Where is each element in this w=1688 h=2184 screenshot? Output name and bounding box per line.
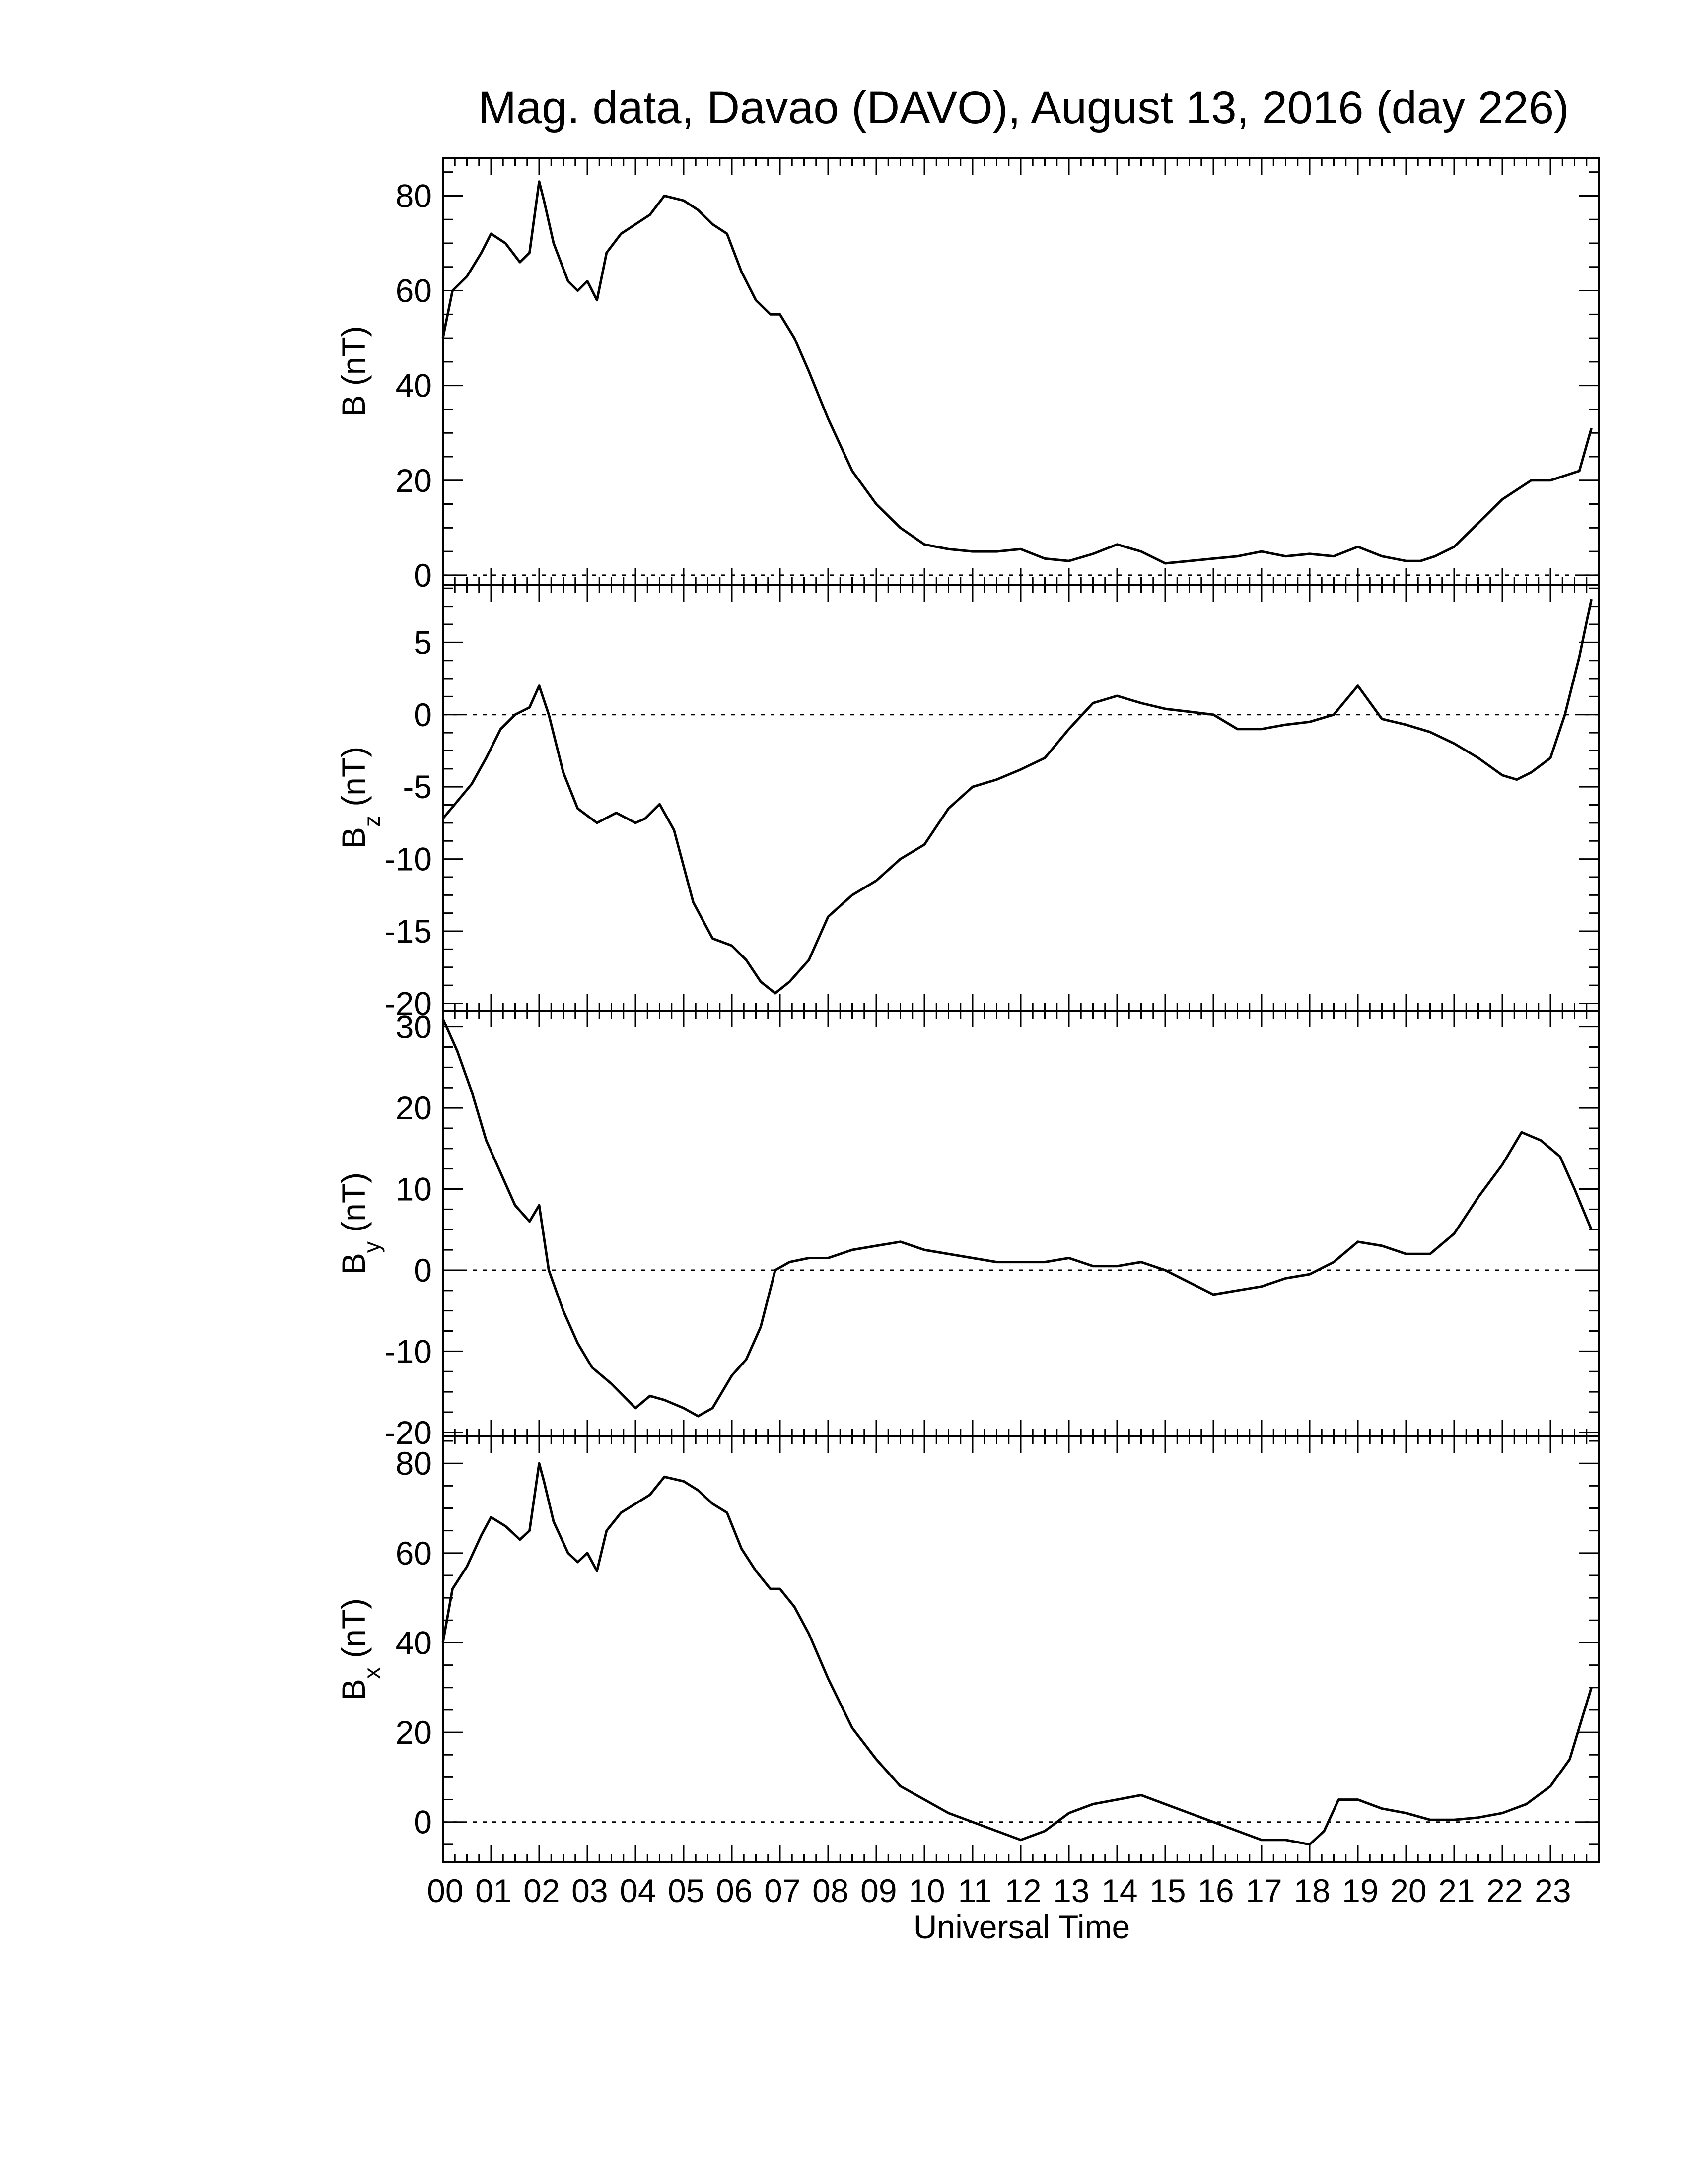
plot-frame: [442, 584, 1600, 1012]
x-tick-label: 08: [812, 1872, 848, 1909]
y-tick-label: 60: [396, 273, 432, 309]
x-tick-label: 16: [1197, 1872, 1234, 1909]
y-tick-label: 20: [396, 1090, 432, 1126]
panel-bx: 80 60 40 20 0 Bx (nT): [335, 1435, 1600, 1863]
series-line-3: [441, 1462, 1593, 1846]
y-axis-label-sub: x: [359, 1667, 385, 1679]
x-tick-label: 07: [764, 1872, 800, 1909]
series-line-2: [441, 1018, 1593, 1418]
y-axis-label-unit: (nT): [335, 747, 372, 816]
plot-frame: [442, 1435, 1600, 1863]
y-axis-label-unit: (nT): [335, 1172, 372, 1241]
y-tick-label: 0: [414, 557, 432, 594]
panel-bz: 5 0 -5 -10 -15 -20 Bz (nT): [335, 584, 1600, 1022]
y-axis-label: Bz (nT): [335, 747, 385, 849]
x-tick-label: 00: [427, 1872, 463, 1909]
series-line-0: [441, 180, 1593, 565]
y-tick-label: -5: [403, 768, 432, 805]
x-tick-label: 23: [1535, 1872, 1571, 1909]
x-tick-label: 19: [1342, 1872, 1378, 1909]
x-tick-label: 04: [620, 1872, 656, 1909]
y-tick-label: -20: [385, 985, 432, 1022]
y-tick-label: 60: [396, 1535, 432, 1571]
x-tick-label: 01: [475, 1872, 511, 1909]
chart-title: Mag. data, Davao (DAVO), August 13, 2016…: [478, 82, 1569, 133]
x-tick-label: 20: [1390, 1872, 1426, 1909]
y-tick-label: 0: [414, 1804, 432, 1841]
y-axis-label-unit: (nT): [335, 1598, 372, 1667]
y-tick-label: 10: [396, 1171, 432, 1208]
y-tick-label: 0: [414, 696, 432, 733]
y-tick-label: 20: [396, 462, 432, 499]
x-tick-label: 14: [1101, 1872, 1137, 1909]
x-tick-label: 17: [1246, 1872, 1282, 1909]
y-axis-label: By (nT): [335, 1172, 385, 1275]
y-tick-label: 20: [396, 1714, 432, 1751]
plot-frame: [442, 157, 1600, 586]
y-axis-label: B (nT): [335, 326, 372, 416]
y-tick-label: 40: [396, 1624, 432, 1661]
x-tick-label: 10: [909, 1872, 945, 1909]
x-tick-label: 21: [1438, 1872, 1475, 1909]
panel-by: 30 20 10 0 -10 -20 By (nT): [335, 1009, 1600, 1451]
y-tick-label: 0: [414, 1252, 432, 1289]
x-tick-label: 09: [860, 1872, 897, 1909]
x-tick-label: 06: [716, 1872, 752, 1909]
y-tick-label: 30: [396, 1009, 432, 1045]
x-tick-label: 13: [1053, 1872, 1089, 1909]
panel-b-total: 0 20 40 60 80 B (nT): [335, 157, 1600, 594]
y-axis-label-sub: y: [359, 1241, 385, 1253]
y-axis-label-sub: z: [359, 816, 385, 827]
y-tick-label: 40: [396, 367, 432, 404]
y-tick-label: -20: [385, 1414, 432, 1451]
y-axis-label-main: B: [335, 1253, 372, 1275]
x-tick-label: 11: [958, 1872, 992, 1909]
y-tick-label: 5: [414, 624, 432, 661]
y-axis-label: Bx (nT): [335, 1598, 385, 1701]
x-tick-label: 18: [1294, 1872, 1330, 1909]
y-tick-label: -10: [385, 1333, 432, 1369]
y-tick-label: -15: [385, 913, 432, 950]
x-tick-label: 02: [523, 1872, 560, 1909]
y-axis-label-unit: (nT): [335, 326, 372, 395]
x-axis-label: Universal Time: [914, 1909, 1130, 1945]
y-tick-label: 80: [396, 1445, 432, 1482]
y-axis-label-main: B: [335, 1679, 372, 1701]
y-tick-label: 80: [396, 177, 432, 214]
x-tick-label: 12: [1005, 1872, 1041, 1909]
x-tick-label: 15: [1149, 1872, 1186, 1909]
x-axis: 00 01 02 03 04 05 06 07 08 09 10 11 12 13 14 15 16 17 18 19…: [427, 1872, 1571, 1909]
x-tick-label: 03: [571, 1872, 608, 1909]
plot-frame: [442, 1010, 1600, 1437]
y-axis-label-main: B: [335, 395, 372, 417]
x-tick-label: 05: [668, 1872, 704, 1909]
y-tick-label: -10: [385, 841, 432, 878]
y-axis-label-main: B: [335, 827, 372, 849]
x-tick-label: 22: [1486, 1872, 1523, 1909]
series-line-1: [442, 599, 1593, 995]
